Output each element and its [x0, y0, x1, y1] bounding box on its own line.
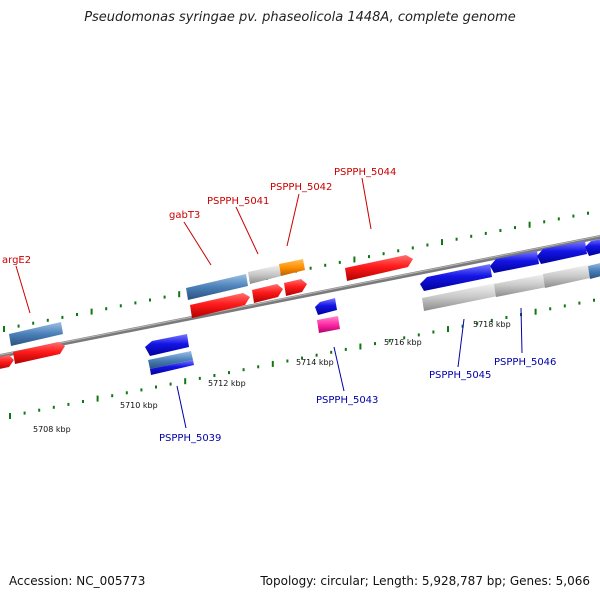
gene-reverse-feature[interactable] — [148, 351, 193, 369]
kbp-label: 5714 kbp — [296, 358, 334, 367]
feature-label-pspph-5043[interactable]: PSPPH_5043 — [316, 395, 378, 406]
reverse-leader-lines — [176, 307, 523, 429]
kbp-label: 5712 kbp — [208, 379, 246, 388]
kbp-label: 5710 kbp — [120, 401, 158, 410]
cds-forward-feature[interactable] — [284, 279, 307, 296]
forward-leader-lines — [15, 177, 372, 314]
cds-reverse-feature[interactable] — [420, 264, 492, 291]
genome-title: Pseudomonas syringae pv. phaseolicola 14… — [84, 10, 516, 25]
feature-label-arge2[interactable]: argE2 — [2, 255, 31, 266]
feature-label-pspph-5046[interactable]: PSPPH_5046 — [494, 357, 556, 368]
feature-label-gabt3[interactable]: gabT3 — [169, 210, 200, 221]
feature-label-pspph-5045[interactable]: PSPPH_5045 — [429, 370, 491, 381]
feature-label-pspph-5042[interactable]: PSPPH_5042 — [270, 182, 332, 193]
cds-reverse-feature[interactable] — [315, 298, 337, 315]
cds-forward-feature[interactable] — [190, 293, 250, 318]
feature-label-pspph-5041[interactable]: PSPPH_5041 — [207, 196, 269, 207]
unknown-feature[interactable] — [248, 265, 281, 284]
cds-reverse-feature[interactable] — [150, 360, 194, 375]
unknown-feature[interactable] — [543, 265, 590, 288]
cds-reverse-feature[interactable] — [490, 251, 539, 273]
cds-forward-feature[interactable] — [0, 355, 14, 370]
gene-forward-feature[interactable] — [186, 274, 248, 300]
kbp-label: 5718 kbp — [473, 320, 511, 329]
cds-reverse-feature[interactable] — [537, 241, 587, 264]
gene-forward-feature[interactable] — [9, 322, 63, 346]
cds-forward-feature[interactable] — [252, 284, 283, 303]
unknown-feature[interactable] — [422, 283, 498, 311]
feature-label-pspph-5044[interactable]: PSPPH_5044 — [334, 167, 396, 178]
cds-forward-feature[interactable] — [13, 342, 65, 364]
kbp-label: 5708 kbp — [33, 425, 71, 434]
genome-info-label: Topology: circular; Length: 5,928,787 bp… — [260, 574, 590, 588]
gene-forward-feature[interactable] — [588, 262, 600, 279]
magenta-feature[interactable] — [317, 316, 340, 333]
kbp-label: 5716 kbp — [384, 338, 422, 347]
orange-feature[interactable] — [279, 259, 305, 276]
reverse-features — [145, 238, 600, 375]
cds-reverse-feature[interactable] — [585, 238, 600, 256]
cds-forward-feature[interactable] — [345, 255, 413, 281]
feature-label-pspph-5039[interactable]: PSPPH_5039 — [159, 433, 221, 444]
forward-features — [0, 255, 413, 370]
unknown-feature[interactable] — [494, 274, 547, 297]
accession-label: Accession: NC_005773 — [9, 574, 146, 588]
genome-backbone — [0, 234, 600, 359]
reverse-tick-track — [9, 298, 595, 419]
cds-reverse-feature[interactable] — [145, 334, 189, 356]
